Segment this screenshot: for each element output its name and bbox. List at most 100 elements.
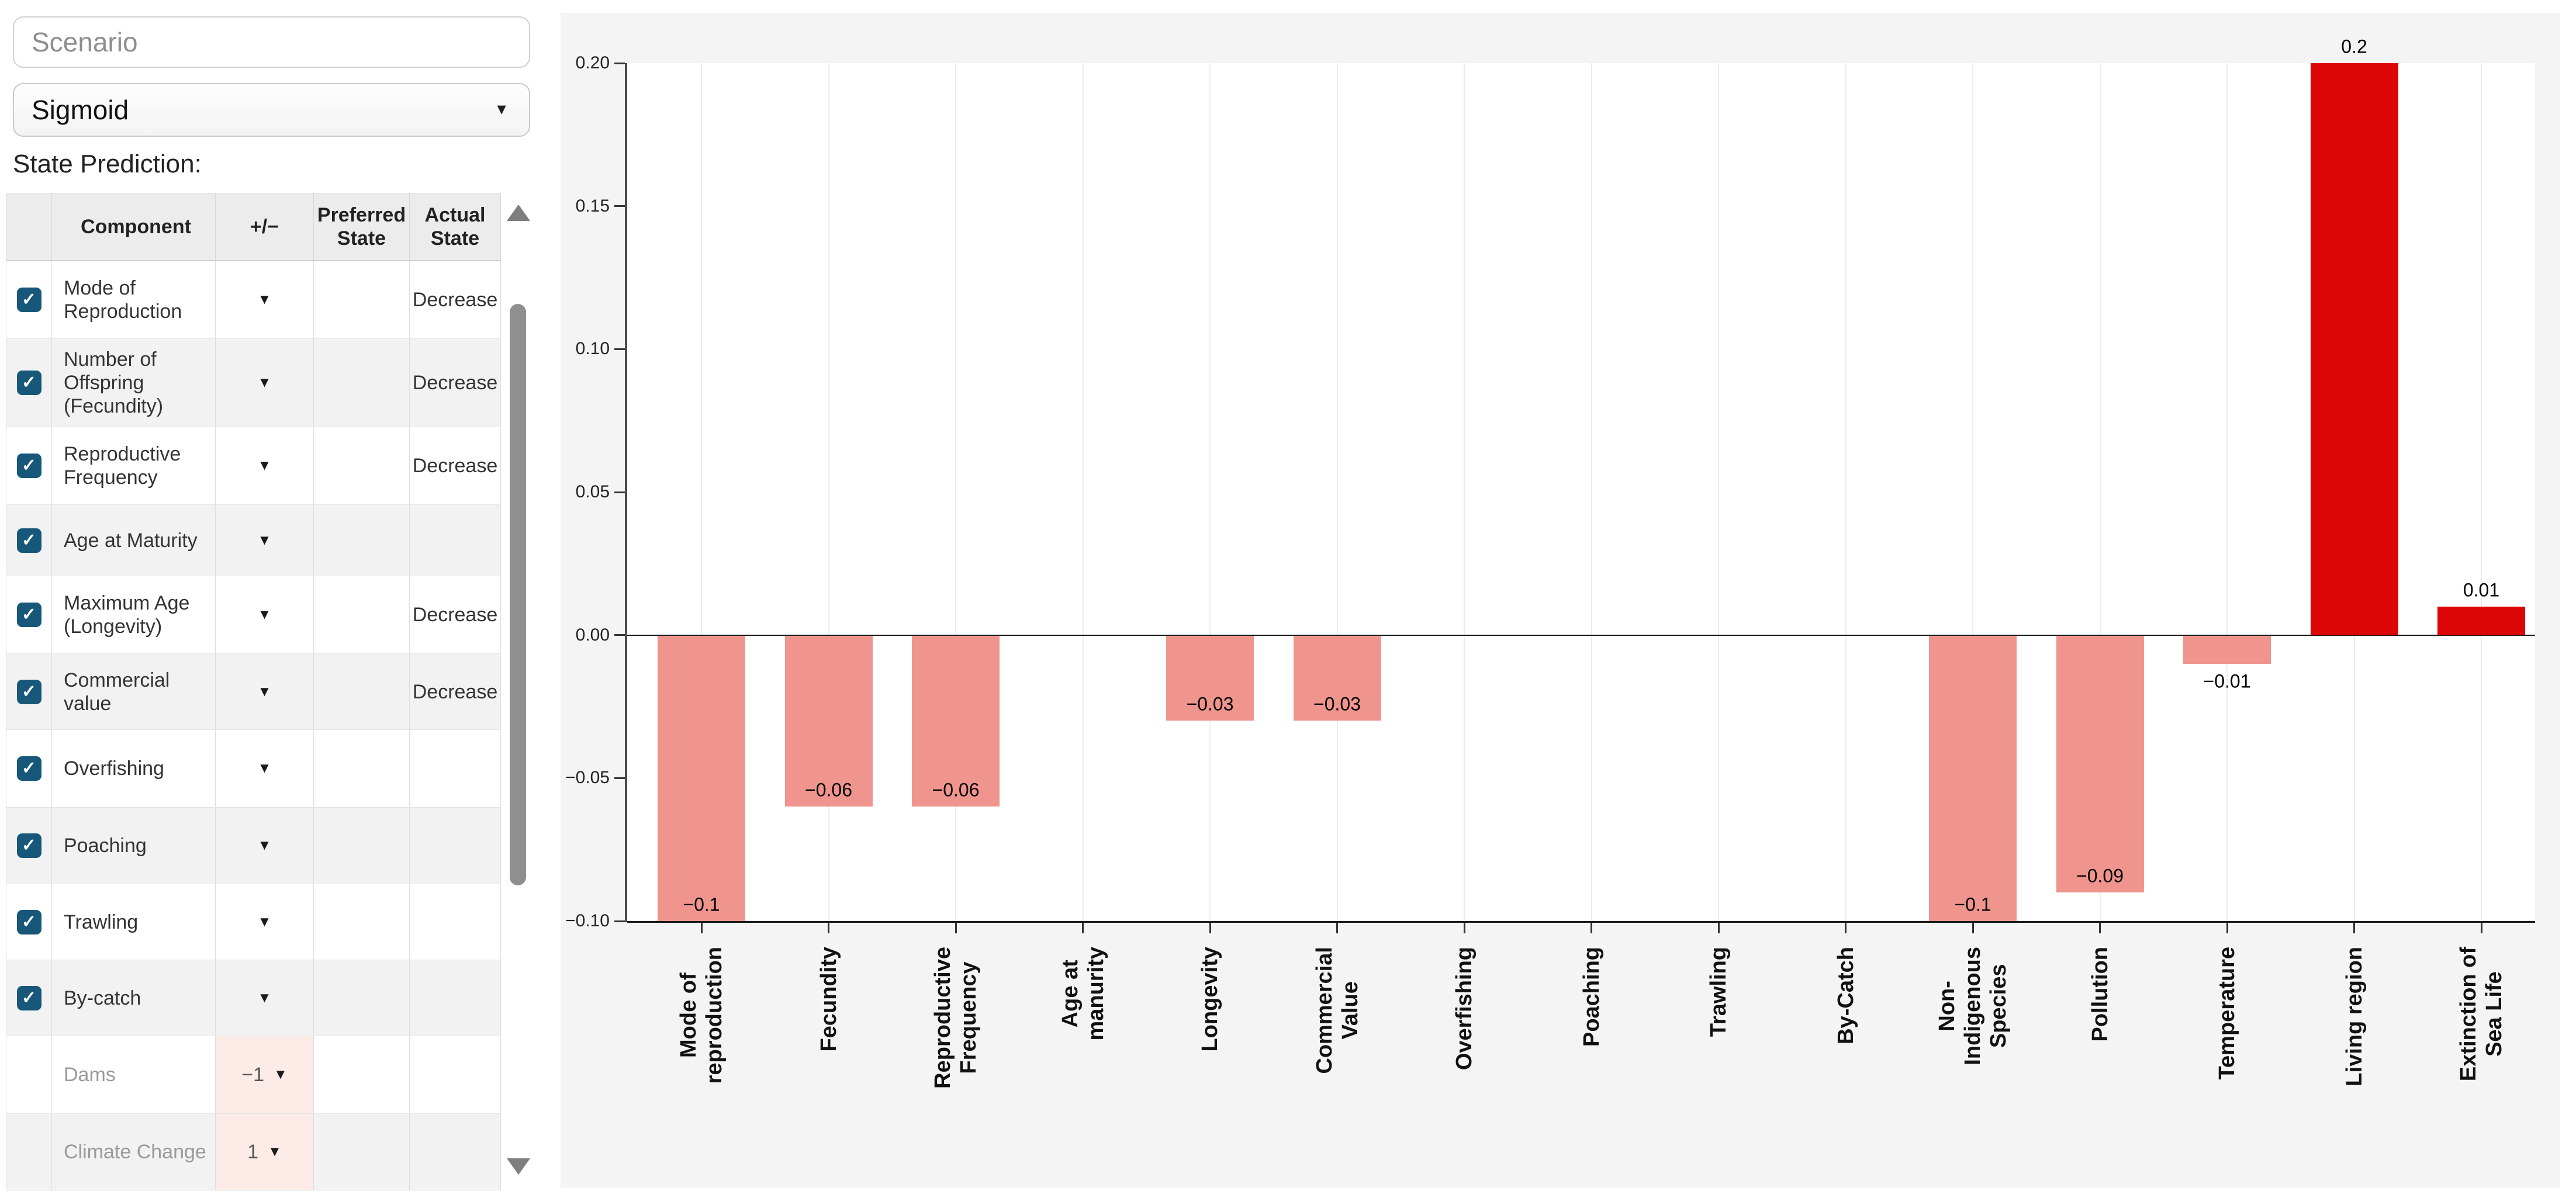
table-row: Dams −1 ▼ bbox=[6, 1036, 501, 1114]
gridline bbox=[955, 63, 956, 921]
gridline bbox=[1082, 63, 1084, 921]
x-axis-tick bbox=[1082, 923, 1084, 933]
table-row: ✓ Age at Maturity ▼ bbox=[6, 505, 501, 576]
x-axis-tick bbox=[1336, 923, 1338, 933]
row-checkbox[interactable]: ✓ bbox=[16, 454, 42, 478]
caret-down-icon: ▼ bbox=[257, 837, 272, 853]
caret-down-icon: ▼ bbox=[257, 683, 272, 700]
plusminus-dropdown[interactable]: ▼ bbox=[216, 884, 314, 960]
preferred-state-cell bbox=[314, 576, 410, 653]
row-checkbox[interactable]: ✓ bbox=[16, 679, 42, 704]
checkbox-cell: ✓ bbox=[6, 427, 52, 504]
scroll-up-icon[interactable] bbox=[507, 205, 530, 221]
x-axis-label: Extinction of Sea Life bbox=[2456, 947, 2506, 1082]
row-checkbox[interactable]: ✓ bbox=[16, 288, 42, 312]
table-row: Climate Change 1 ▼ bbox=[6, 1114, 501, 1190]
row-checkbox[interactable]: ✓ bbox=[16, 528, 42, 553]
scenario-input[interactable] bbox=[13, 16, 530, 68]
x-axis-label: Trawling bbox=[1706, 947, 1731, 1037]
plusminus-dropdown[interactable]: ▼ bbox=[216, 427, 314, 504]
preferred-state-cell bbox=[314, 960, 410, 1036]
component-cell: Age at Maturity bbox=[52, 505, 216, 576]
scrollbar-thumb[interactable] bbox=[510, 304, 526, 885]
preferred-state-cell bbox=[314, 884, 410, 960]
actual-state-cell bbox=[410, 1114, 501, 1190]
x-axis-tick bbox=[2480, 923, 2482, 933]
plusminus-dropdown[interactable]: ▼ bbox=[216, 505, 314, 576]
y-axis-tick bbox=[614, 634, 625, 636]
modifier-value: 1 bbox=[247, 1141, 259, 1163]
checkbox-cell: ✓ bbox=[6, 576, 52, 653]
gridline bbox=[1845, 63, 1847, 921]
checkbox-cell: ✓ bbox=[6, 261, 52, 338]
table-scrollbar[interactable] bbox=[505, 194, 532, 1186]
x-axis-tick bbox=[700, 923, 703, 933]
component-cell: By-catch bbox=[52, 960, 216, 1036]
y-axis-tick bbox=[614, 62, 625, 64]
bar-value-label: −0.06 bbox=[805, 779, 852, 801]
bar-value-label: −0.1 bbox=[683, 894, 720, 915]
bar bbox=[1929, 635, 2017, 921]
bar bbox=[1166, 635, 1254, 721]
checkbox-cell: ✓ bbox=[6, 960, 52, 1036]
table-row: ✓ Reproductive Frequency ▼ Decrease bbox=[6, 427, 501, 505]
plusminus-dropdown[interactable]: ▼ bbox=[216, 654, 314, 729]
x-axis-label: Fecundity bbox=[816, 947, 841, 1052]
x-axis-label: Reproductive Frequency bbox=[931, 947, 981, 1089]
preferred-state-cell bbox=[314, 427, 410, 504]
caret-down-icon: ▼ bbox=[257, 989, 272, 1006]
row-checkbox[interactable]: ✓ bbox=[16, 603, 42, 627]
bar-value-label: −0.09 bbox=[2076, 865, 2124, 887]
gridline bbox=[1718, 63, 1719, 921]
component-cell: Climate Change bbox=[52, 1114, 216, 1190]
plusminus-dropdown[interactable]: ▼ bbox=[216, 960, 314, 1036]
state-prediction-table: Component +/− Preferred State Actual Sta… bbox=[6, 193, 501, 1190]
plusminus-dropdown[interactable]: −1 ▼ bbox=[216, 1036, 314, 1113]
bar bbox=[2310, 63, 2398, 635]
checkbox-cell bbox=[6, 1114, 52, 1190]
x-axis-tick bbox=[828, 923, 829, 933]
plusminus-dropdown[interactable]: 1 ▼ bbox=[216, 1114, 314, 1190]
row-checkbox[interactable]: ✓ bbox=[16, 371, 42, 395]
preferred-state-cell bbox=[314, 339, 410, 427]
row-checkbox[interactable]: ✓ bbox=[16, 756, 42, 781]
gridline bbox=[701, 63, 702, 921]
x-axis-label: Non- Indigenous Species bbox=[1935, 947, 2011, 1065]
row-checkbox[interactable]: ✓ bbox=[16, 985, 42, 1010]
component-cell: Trawling bbox=[52, 884, 216, 960]
plusminus-dropdown[interactable]: ▼ bbox=[216, 339, 314, 427]
table-row: ✓ Maximum Age (Longevity) ▼ Decrease bbox=[6, 576, 501, 654]
row-checkbox[interactable]: ✓ bbox=[16, 909, 42, 935]
gridline bbox=[1590, 63, 1592, 921]
scroll-down-icon[interactable] bbox=[507, 1158, 530, 1175]
x-axis-tick bbox=[2226, 923, 2228, 933]
header-component: Component bbox=[52, 193, 216, 260]
plusminus-dropdown[interactable]: ▼ bbox=[216, 730, 314, 807]
plusminus-dropdown[interactable]: ▼ bbox=[216, 261, 314, 338]
x-axis-tick bbox=[1972, 923, 1974, 933]
bar bbox=[912, 635, 1000, 807]
row-checkbox[interactable]: ✓ bbox=[16, 833, 42, 858]
y-axis-tick-label: −0.10 bbox=[565, 911, 610, 930]
bar bbox=[2183, 635, 2271, 664]
gridline bbox=[1209, 63, 1211, 921]
state-prediction-label: State Prediction: bbox=[13, 150, 202, 178]
x-axis-tick bbox=[955, 923, 957, 933]
table-row: ✓ Overfishing ▼ bbox=[6, 730, 501, 808]
plusminus-dropdown[interactable]: ▼ bbox=[216, 808, 314, 884]
x-axis-label: Mode of reproduction bbox=[676, 947, 727, 1084]
y-axis-tick-label: −0.05 bbox=[565, 768, 610, 788]
x-axis-tick bbox=[1590, 923, 1592, 933]
caret-down-icon: ▼ bbox=[257, 607, 272, 622]
bar-value-label: −0.03 bbox=[1186, 693, 1234, 715]
actual-state-cell: Decrease bbox=[410, 576, 501, 653]
actual-state-cell: Decrease bbox=[410, 261, 501, 338]
function-select[interactable]: Sigmoid ▼ bbox=[13, 83, 530, 137]
x-axis-tick bbox=[1209, 923, 1211, 933]
plusminus-dropdown[interactable]: ▼ bbox=[216, 576, 314, 653]
bar-chart: 0.20 0.15 0.10 0.05 0.00 −0.05 −0.10 −0.1 −0.06 −… bbox=[561, 13, 2560, 1188]
actual-state-cell: Decrease bbox=[410, 654, 501, 729]
x-axis-tick bbox=[2353, 923, 2355, 933]
table-row: ✓ Number of Offspring (Fecundity) ▼ Decreas… bbox=[6, 339, 501, 427]
x-axis-tick bbox=[1463, 923, 1465, 933]
